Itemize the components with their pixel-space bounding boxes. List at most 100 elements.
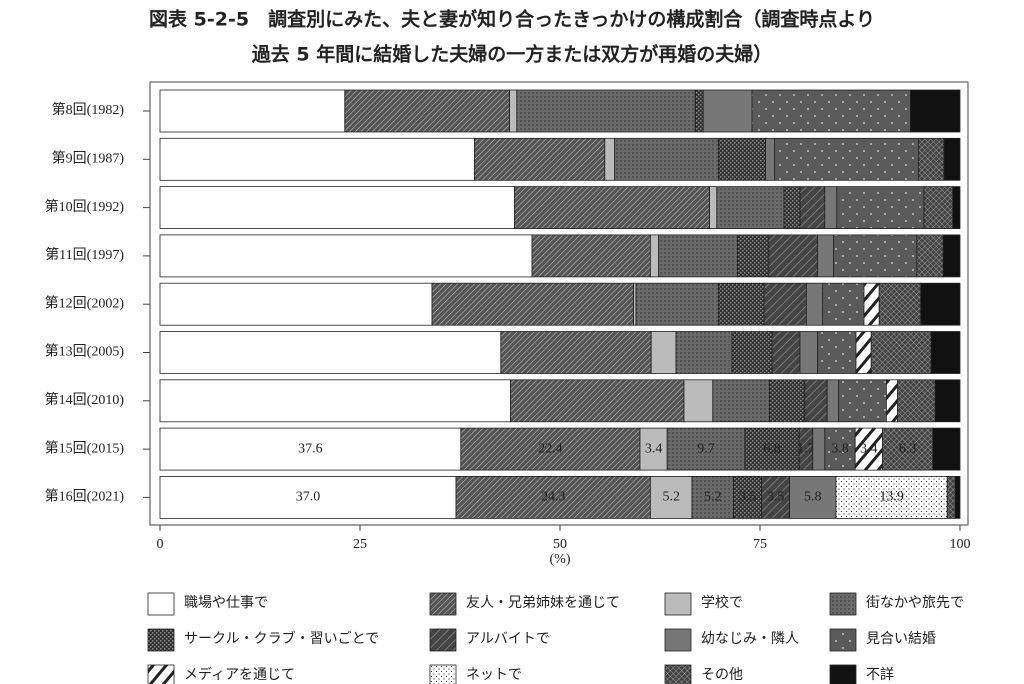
bar-segment <box>718 282 765 326</box>
bar-segment <box>942 234 961 278</box>
bar-segment <box>159 234 533 278</box>
bar-segment <box>683 379 714 423</box>
bar-segment <box>650 331 677 374</box>
bar-segment <box>765 137 775 181</box>
bar-segment <box>897 379 936 423</box>
bar-segment <box>799 186 826 230</box>
bar-segment <box>761 475 790 519</box>
y-tick-label: 第11回(1997) <box>45 246 124 263</box>
bar-segment <box>675 331 733 374</box>
bar-segment <box>768 234 818 278</box>
bar-segment <box>934 379 961 423</box>
legend-swatch <box>829 664 857 684</box>
bar-segment <box>159 89 346 133</box>
chart-title: 図表 5-2-5 調査別にみた、夫と妻が知り合ったきっかけの構成割合（調査時点よ… <box>149 8 875 31</box>
data-label: 3.5 <box>739 490 757 505</box>
bar-segment <box>952 186 961 230</box>
bar-segment <box>159 186 515 230</box>
data-label: 5.2 <box>662 490 680 505</box>
bar-segment <box>946 475 956 519</box>
bar-segment <box>650 475 693 519</box>
bar-segment <box>744 427 800 471</box>
bar-segment <box>694 89 704 133</box>
bar-segment <box>817 234 834 278</box>
bar-segment <box>817 331 857 374</box>
legend-label: 学校で <box>701 594 743 611</box>
data-label: 37.0 <box>296 490 321 505</box>
bar-segment <box>771 331 801 374</box>
bar-segment <box>751 89 911 133</box>
legend-label: アルバイトで <box>466 632 550 647</box>
x-tick-label: 0 <box>157 537 164 552</box>
legend-swatch <box>829 628 857 652</box>
data-label: 24.3 <box>541 490 566 505</box>
bar-segment <box>702 89 753 133</box>
bar-segment <box>783 186 801 230</box>
bar-segment <box>658 234 739 278</box>
bar-segment <box>923 186 954 230</box>
legend-label: その他 <box>701 667 743 683</box>
y-tick-label: 第16回(2021) <box>45 488 125 505</box>
bar-segment <box>709 186 718 230</box>
y-tick-label: 第9回(1987) <box>52 150 125 167</box>
y-tick-label: 第10回(1992) <box>45 198 125 215</box>
data-label: 6.8 <box>763 441 781 456</box>
data-label: 5.8 <box>804 490 822 505</box>
legend-swatch <box>147 664 175 684</box>
bar-segment <box>159 475 457 519</box>
data-label: 9.7 <box>697 441 715 456</box>
bar-segment <box>878 282 922 326</box>
data-label: 5.2 <box>704 490 722 505</box>
legend-swatch <box>429 664 457 684</box>
legend-swatch <box>147 628 175 652</box>
bar-segment <box>159 427 462 471</box>
bar-segment <box>763 282 807 326</box>
bar-segment <box>943 137 961 181</box>
x-axis-label: (%) <box>550 552 571 567</box>
legend-swatch <box>147 592 175 616</box>
bar-segment <box>824 427 856 471</box>
bar-segment <box>826 379 839 423</box>
bar-segment <box>863 282 880 326</box>
legend-label: 見合い結婚 <box>866 631 936 647</box>
legend-swatch <box>429 628 457 652</box>
bar-segment <box>344 89 510 133</box>
y-tick-label: 第15回(2015) <box>45 439 125 456</box>
bar-segment <box>799 331 819 374</box>
bar-segment <box>812 427 826 471</box>
bar-segment <box>712 379 770 423</box>
bar-segment <box>822 282 865 326</box>
bar-segment <box>639 427 668 471</box>
data-label: 13.9 <box>879 490 904 505</box>
legend-label: 友人・兄弟姉妹を通じて <box>466 595 620 611</box>
bar-segment <box>716 186 785 230</box>
bar-segment <box>916 234 944 278</box>
legend-label: 幼なじみ・隣人 <box>701 631 799 647</box>
legend-swatch <box>664 592 692 616</box>
legend-label: 街なかや旅先で <box>866 595 964 611</box>
bar-segment <box>854 427 883 471</box>
bar-segment <box>855 331 872 374</box>
data-label: 3.4 <box>645 441 663 456</box>
y-tick-label: 第8回(1982) <box>52 101 125 118</box>
bar-segment <box>514 186 711 230</box>
legend-swatch <box>664 664 692 684</box>
bar-segment <box>516 89 696 133</box>
bar-segment <box>431 282 635 326</box>
y-tick-label: 第12回(2002) <box>45 294 125 311</box>
bar-segment <box>650 234 659 278</box>
bar-segment <box>932 427 961 471</box>
bar-segment <box>769 379 806 423</box>
bar-segment <box>159 331 502 374</box>
bar-segment <box>509 379 685 423</box>
legend-swatch <box>429 592 457 616</box>
x-tick-label: 50 <box>553 537 567 552</box>
legend-label: 職場や仕事で <box>184 595 268 611</box>
bar-segment <box>804 379 828 423</box>
bar-segment <box>455 475 651 519</box>
bar-segment <box>473 137 606 181</box>
bar-segment <box>733 475 762 519</box>
bar-segment <box>718 137 767 181</box>
bar-segment <box>159 137 475 181</box>
